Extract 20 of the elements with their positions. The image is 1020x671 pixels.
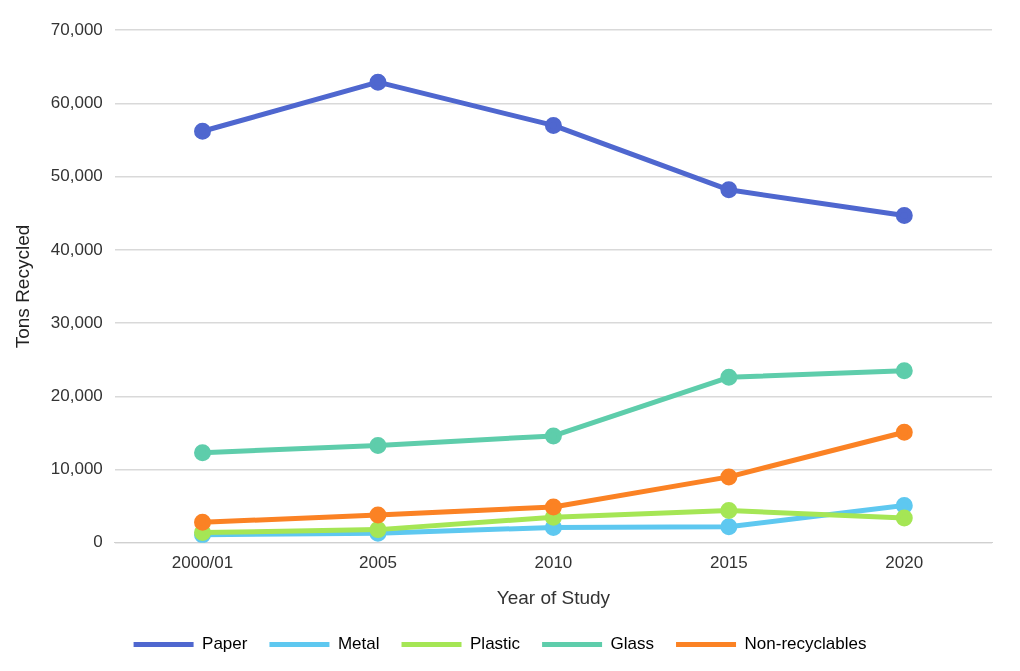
x-tick-label: 2015: [709, 552, 748, 572]
y-tick-label: 70,000: [50, 19, 103, 39]
legend-label: Metal: [337, 634, 380, 654]
x-tick-label: 2005: [359, 552, 397, 572]
y-tick-label: 0: [93, 532, 103, 552]
y-axis-title: Tons Recycled: [11, 224, 33, 349]
legend-label: Non-recyclables: [744, 634, 867, 654]
legend-label: Paper: [202, 634, 248, 654]
y-tick-label: 50,000: [50, 166, 103, 186]
y-tick-label: 20,000: [50, 386, 103, 406]
legend-label: Glass: [610, 634, 655, 654]
y-tick-label: 30,000: [50, 312, 103, 332]
x-tick-label: 2010: [534, 552, 573, 572]
y-tick-label: 10,000: [50, 459, 103, 479]
legend-label: Plastic: [470, 634, 521, 654]
x-tick-label: 2000/01: [171, 552, 234, 572]
x-tick-label: 2020: [885, 552, 924, 572]
x-axis-title: Year of Study: [496, 586, 611, 608]
y-tick-label: 60,000: [50, 93, 103, 113]
y-tick-label: 40,000: [50, 239, 103, 259]
